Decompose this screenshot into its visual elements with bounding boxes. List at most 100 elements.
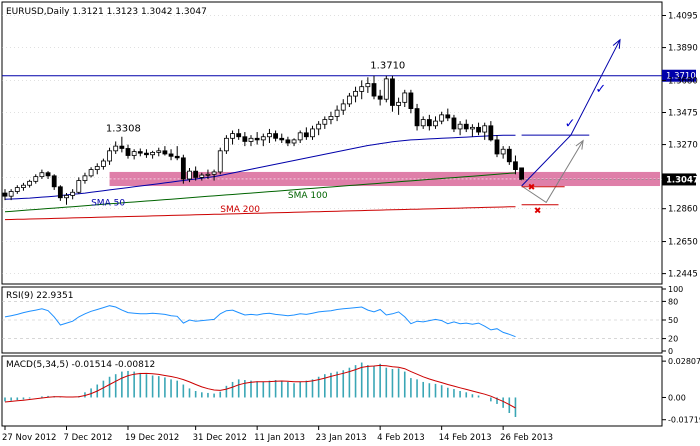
cross-marker-icon: ✖ (534, 206, 542, 216)
checkmark-icon: ✓ (565, 116, 576, 131)
candle-body (199, 174, 205, 178)
price-tick-label: 1.3680 (668, 76, 698, 86)
current-price-tag (662, 173, 696, 186)
candle-body (408, 92, 414, 109)
macd-panel[interactable]: 0.02807 0.00 -0.01719 MACD(5,34,5) -0.0151… (1, 355, 700, 427)
rsi-tick-label: 50 (668, 316, 678, 325)
price-panel-frame (1, 1, 663, 285)
candle-body (390, 78, 395, 106)
candle-body (76, 180, 82, 193)
rsi-tick-label: 20 (668, 335, 678, 344)
candle-body (70, 191, 76, 196)
candle-body (371, 83, 377, 97)
candle-body (125, 148, 131, 156)
rsi-panel[interactable]: 100 80 50 20 0 RSI(9) 22.9351 (1, 285, 683, 356)
candle-body (51, 175, 57, 188)
candle-body (469, 126, 475, 130)
candle-body (316, 123, 322, 130)
sma200-label: SMA 200 (220, 205, 260, 215)
projection-arrowhead (575, 139, 584, 150)
candle-body (322, 119, 328, 125)
price-annotation: 1.3710 (370, 61, 405, 72)
macd-tick-label: -0.01719 (668, 416, 700, 425)
sma100-line (4, 172, 516, 213)
moving-averages: SMA 50 SMA 100 SMA 200 (4, 134, 516, 221)
candle-body (94, 166, 100, 170)
time-tick-label: 7 Dec 2012 (64, 433, 113, 443)
time-tick-label: 23 Jan 2013 (316, 433, 367, 443)
candle-body (230, 133, 235, 139)
rsi-tick-label: 100 (668, 285, 683, 294)
macd-signal-line (4, 364, 516, 409)
candle-body (420, 119, 426, 127)
candle-body (494, 139, 500, 155)
time-tick-label: 11 Jan 2013 (254, 433, 305, 443)
candle-body (193, 170, 199, 178)
candle-body (217, 150, 223, 173)
chart-title: EURUSD,Daily 1.3121 1.3123 1.3042 1.3047 (6, 7, 207, 17)
candle-body (340, 103, 346, 111)
sma100-label: SMA 100 (288, 191, 328, 201)
candle-body (211, 171, 217, 175)
candle-body (457, 123, 463, 130)
candle-body (365, 83, 371, 88)
time-tick-label: 26 Feb 2013 (500, 433, 553, 443)
time-tick-label: 19 Dec 2012 (125, 433, 179, 443)
candle-body (82, 175, 88, 181)
rsi-line (4, 305, 516, 338)
price-annotations: 1.3710 1.3308 (106, 61, 662, 180)
rsi-title: RSI(9) 22.9351 (6, 291, 73, 301)
candle-body (500, 148, 506, 155)
candle-body (242, 136, 248, 142)
candle-body (414, 108, 420, 127)
price-tick-label: 1.2445 (668, 270, 698, 280)
price-axis: 1.40951.38901.36801.34751.32701.30601.28… (662, 12, 699, 280)
macd-histogram (4, 362, 517, 418)
candle-body (254, 137, 260, 141)
candle-body (21, 184, 26, 188)
candle-body (107, 150, 112, 162)
rsi-tick-label: 80 (668, 297, 678, 306)
candlesticks (2, 75, 524, 205)
candle-body (144, 152, 149, 156)
candle-body (187, 170, 192, 180)
candle-body (223, 137, 229, 152)
candle-body (297, 132, 303, 141)
price-tick-label: 1.2650 (668, 238, 698, 248)
candle-body (260, 136, 266, 141)
candle-body (267, 133, 272, 138)
candle-body (64, 195, 69, 199)
candle-body (33, 176, 39, 182)
candle-body (402, 92, 408, 103)
candle-body (57, 186, 63, 199)
projection-gray (521, 140, 584, 204)
candle-body (377, 95, 383, 100)
candle-body (353, 90, 358, 97)
candle-body (488, 125, 494, 141)
candle-body (236, 133, 242, 138)
candle-body (2, 192, 8, 197)
candle-body (14, 187, 20, 192)
candle-body (291, 139, 297, 144)
resistance-price-label: 1.3710 (666, 72, 696, 82)
candle-body (39, 172, 45, 178)
candle-body (113, 145, 119, 152)
candle-body (88, 169, 94, 177)
rsi-axis: 100 80 50 20 0 (662, 285, 683, 356)
candle-body (513, 161, 518, 170)
macd-panel-frame (1, 355, 663, 427)
candle-body (279, 137, 285, 141)
candle-body (180, 157, 186, 180)
rsi-polyline (4, 305, 516, 338)
sma50-label: SMA 50 (91, 198, 125, 208)
candle-body (273, 133, 279, 139)
price-tick-label: 1.3890 (668, 44, 698, 54)
time-axis: 27 Nov 2012 7 Dec 2012 19 Dec 2012 31 Dec 2… (2, 426, 553, 443)
time-tick-label: 31 Dec 2012 (193, 433, 247, 443)
price-tick-label: 1.4095 (668, 12, 698, 22)
candle-body (156, 150, 162, 153)
candle-body (396, 101, 402, 106)
candle-body (433, 120, 438, 127)
